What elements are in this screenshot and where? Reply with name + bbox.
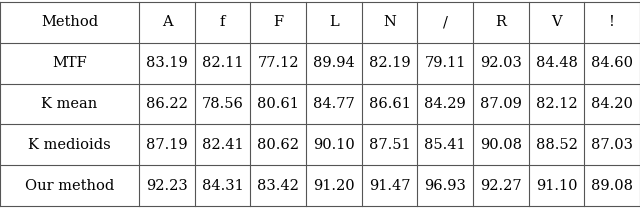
Text: 83.42: 83.42 bbox=[257, 178, 299, 193]
Text: 80.62: 80.62 bbox=[257, 138, 300, 152]
Text: A: A bbox=[162, 15, 172, 30]
Text: 92.03: 92.03 bbox=[480, 56, 522, 70]
Text: 80.61: 80.61 bbox=[257, 97, 299, 111]
Text: 92.23: 92.23 bbox=[146, 178, 188, 193]
Text: 82.11: 82.11 bbox=[202, 56, 243, 70]
Text: Our method: Our method bbox=[25, 178, 114, 193]
Text: Method: Method bbox=[41, 15, 98, 30]
Text: 84.31: 84.31 bbox=[202, 178, 243, 193]
Text: 92.27: 92.27 bbox=[480, 178, 522, 193]
Text: 90.08: 90.08 bbox=[480, 138, 522, 152]
Text: 86.22: 86.22 bbox=[146, 97, 188, 111]
Text: V: V bbox=[551, 15, 562, 30]
Text: 82.41: 82.41 bbox=[202, 138, 243, 152]
Text: 89.94: 89.94 bbox=[313, 56, 355, 70]
Text: !: ! bbox=[609, 15, 615, 30]
Text: 87.09: 87.09 bbox=[480, 97, 522, 111]
Text: 87.03: 87.03 bbox=[591, 138, 633, 152]
Text: 87.51: 87.51 bbox=[369, 138, 410, 152]
Text: 84.29: 84.29 bbox=[424, 97, 466, 111]
Text: 88.52: 88.52 bbox=[536, 138, 577, 152]
Text: f: f bbox=[220, 15, 225, 30]
Text: 86.61: 86.61 bbox=[369, 97, 410, 111]
Text: 83.19: 83.19 bbox=[146, 56, 188, 70]
Text: 87.19: 87.19 bbox=[146, 138, 188, 152]
Text: 84.20: 84.20 bbox=[591, 97, 633, 111]
Text: MTF: MTF bbox=[52, 56, 87, 70]
Text: 77.12: 77.12 bbox=[257, 56, 299, 70]
Text: /: / bbox=[443, 15, 447, 30]
Text: 84.60: 84.60 bbox=[591, 56, 633, 70]
Text: L: L bbox=[329, 15, 339, 30]
Text: 85.41: 85.41 bbox=[424, 138, 466, 152]
Text: 79.11: 79.11 bbox=[424, 56, 466, 70]
Text: 82.12: 82.12 bbox=[536, 97, 577, 111]
Text: 91.10: 91.10 bbox=[536, 178, 577, 193]
Text: F: F bbox=[273, 15, 284, 30]
Text: 84.48: 84.48 bbox=[536, 56, 577, 70]
Text: 78.56: 78.56 bbox=[202, 97, 244, 111]
Text: K medioids: K medioids bbox=[28, 138, 111, 152]
Text: 91.47: 91.47 bbox=[369, 178, 410, 193]
Text: 84.77: 84.77 bbox=[313, 97, 355, 111]
Text: R: R bbox=[495, 15, 506, 30]
Text: 89.08: 89.08 bbox=[591, 178, 633, 193]
Text: 82.19: 82.19 bbox=[369, 56, 410, 70]
Text: 96.93: 96.93 bbox=[424, 178, 466, 193]
Text: N: N bbox=[383, 15, 396, 30]
Text: 90.10: 90.10 bbox=[313, 138, 355, 152]
Text: K mean: K mean bbox=[42, 97, 98, 111]
Text: 91.20: 91.20 bbox=[313, 178, 355, 193]
